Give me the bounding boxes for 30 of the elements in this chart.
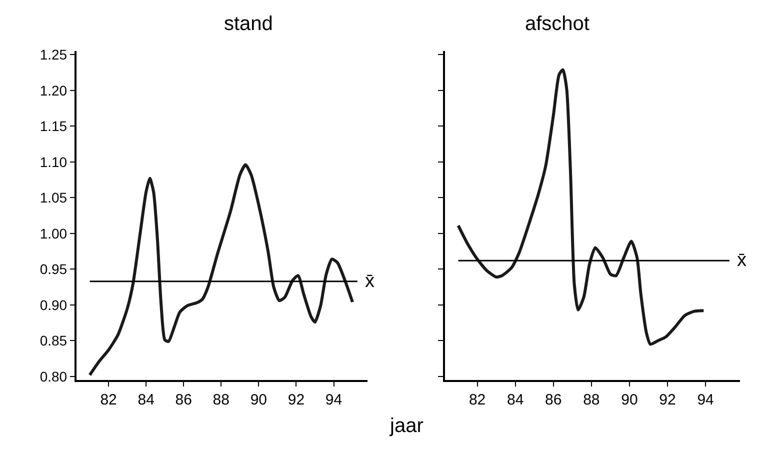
x-tick-label: 90 [621, 392, 638, 409]
x-tick-label: 92 [288, 392, 305, 409]
ref-line-label: x̄ [365, 271, 375, 292]
x-tick-label: 94 [697, 392, 714, 409]
chart-title: afschot [525, 13, 590, 35]
chart-title: stand [224, 13, 273, 35]
y-tick-label: 1.25 [40, 46, 68, 63]
ref-line-label: x̄ [737, 250, 747, 271]
x-tick-label: 92 [659, 392, 676, 409]
y-tick-label: 0.80 [40, 368, 68, 384]
y-tick-label: 1.10 [40, 154, 68, 170]
x-axis-title: jaar [389, 415, 424, 437]
y-tick-label: 0.90 [40, 296, 68, 313]
x-tick-label: 84 [506, 392, 524, 409]
x-tick-label: 84 [138, 392, 154, 409]
x-tick-label: 88 [583, 392, 600, 409]
x-tick-label: 86 [545, 392, 562, 409]
x-tick-label: 82 [100, 392, 117, 409]
x-tick-label: 86 [175, 392, 192, 409]
y-tick-label: 1.00 [40, 225, 68, 242]
y-tick-label: 1.20 [40, 82, 68, 98]
x-tick-label: 94 [325, 392, 342, 409]
y-tick-label: 0.95 [40, 261, 68, 278]
y-tick-label: 0.85 [40, 332, 68, 349]
x-tick-label: 82 [468, 392, 486, 409]
x-tick-label: 90 [250, 392, 268, 409]
line-series [88, 163, 354, 376]
x-tick-label: 88 [212, 392, 230, 409]
y-tick-label: 1.15 [40, 118, 68, 134]
y-tick-label: 1.05 [40, 190, 68, 206]
